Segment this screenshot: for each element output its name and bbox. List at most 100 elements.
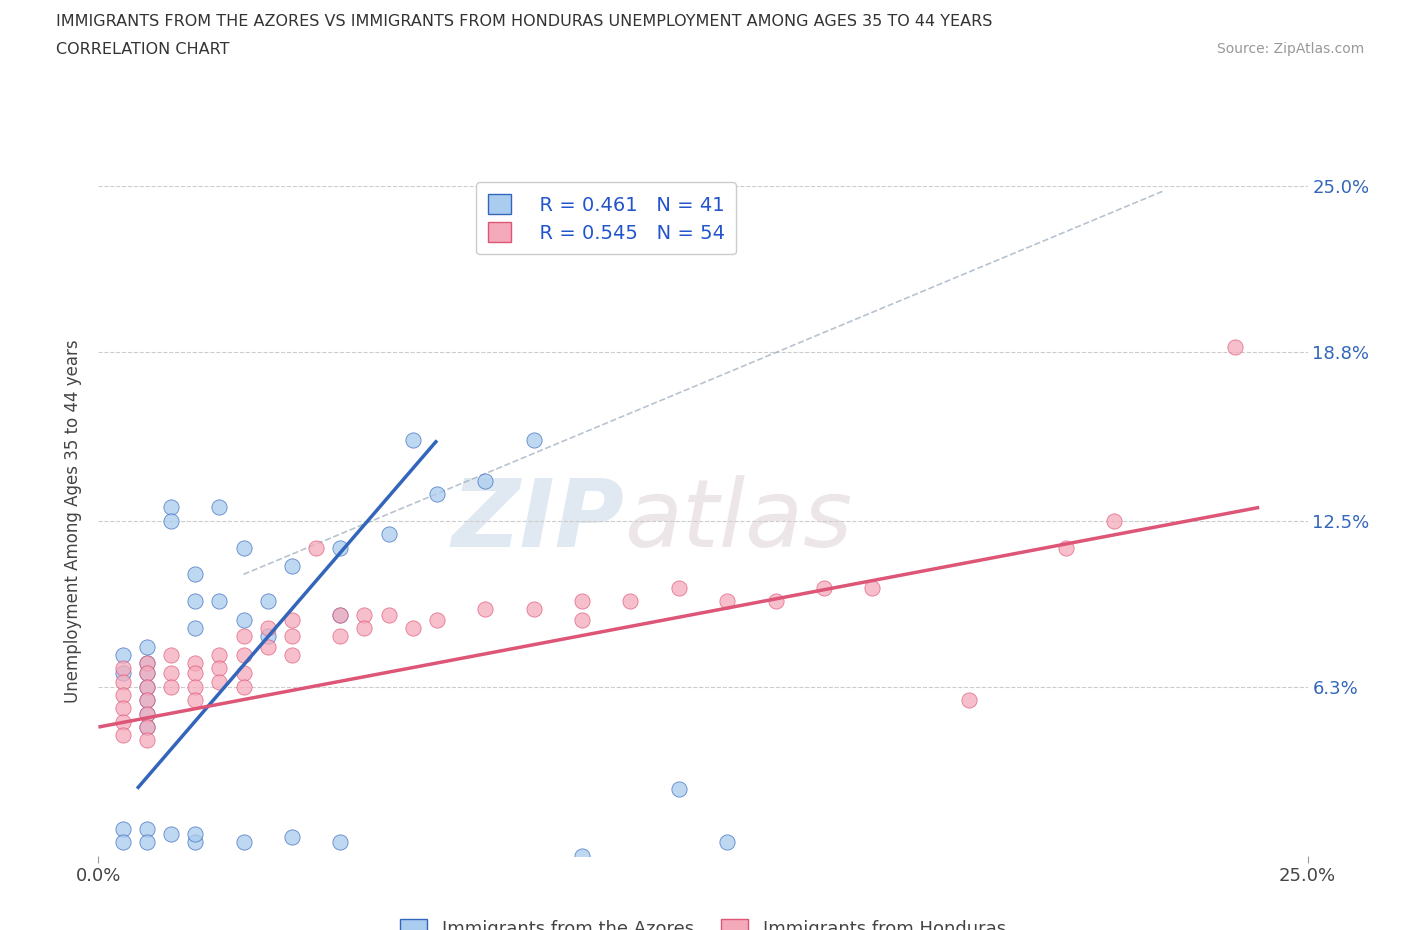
- Point: [716, 593, 738, 608]
- Point: [135, 706, 157, 721]
- Point: [377, 526, 399, 541]
- Text: CORRELATION CHART: CORRELATION CHART: [56, 42, 229, 57]
- Text: ZIP: ZIP: [451, 475, 624, 566]
- Point: [329, 629, 352, 644]
- Point: [281, 830, 304, 844]
- Point: [256, 620, 278, 635]
- Point: [232, 666, 254, 681]
- Point: [111, 660, 134, 675]
- Point: [402, 620, 425, 635]
- Point: [402, 433, 425, 448]
- Point: [135, 656, 157, 671]
- Point: [426, 613, 449, 628]
- Point: [135, 656, 157, 671]
- Point: [377, 607, 399, 622]
- Point: [135, 706, 157, 721]
- Point: [957, 693, 980, 708]
- Point: [329, 835, 352, 850]
- Text: Source: ZipAtlas.com: Source: ZipAtlas.com: [1216, 42, 1364, 56]
- Point: [571, 613, 593, 628]
- Point: [135, 666, 157, 681]
- Text: IMMIGRANTS FROM THE AZORES VS IMMIGRANTS FROM HONDURAS UNEMPLOYMENT AMONG AGES 3: IMMIGRANTS FROM THE AZORES VS IMMIGRANTS…: [56, 14, 993, 29]
- Point: [208, 500, 231, 515]
- Point: [208, 647, 231, 662]
- Legend: Immigrants from the Azores, Immigrants from Honduras: Immigrants from the Azores, Immigrants f…: [394, 911, 1012, 930]
- Point: [160, 827, 183, 842]
- Point: [111, 687, 134, 702]
- Point: [135, 693, 157, 708]
- Point: [184, 593, 207, 608]
- Point: [232, 835, 254, 850]
- Point: [232, 613, 254, 628]
- Point: [474, 473, 496, 488]
- Point: [523, 602, 546, 617]
- Point: [1054, 540, 1077, 555]
- Point: [813, 580, 835, 595]
- Point: [184, 666, 207, 681]
- Point: [111, 714, 134, 729]
- Point: [135, 680, 157, 695]
- Point: [111, 666, 134, 681]
- Point: [111, 821, 134, 836]
- Point: [111, 835, 134, 850]
- Point: [135, 639, 157, 654]
- Point: [184, 680, 207, 695]
- Point: [668, 781, 690, 796]
- Point: [232, 629, 254, 644]
- Point: [281, 559, 304, 574]
- Point: [523, 433, 546, 448]
- Point: [716, 835, 738, 850]
- Point: [184, 567, 207, 582]
- Point: [135, 733, 157, 748]
- Point: [135, 693, 157, 708]
- Point: [184, 656, 207, 671]
- Point: [184, 620, 207, 635]
- Point: [232, 680, 254, 695]
- Point: [111, 701, 134, 716]
- Point: [474, 602, 496, 617]
- Point: [232, 540, 254, 555]
- Point: [208, 593, 231, 608]
- Point: [329, 607, 352, 622]
- Point: [184, 693, 207, 708]
- Point: [571, 848, 593, 863]
- Point: [135, 666, 157, 681]
- Point: [135, 680, 157, 695]
- Point: [1102, 513, 1125, 528]
- Point: [111, 674, 134, 689]
- Point: [256, 593, 278, 608]
- Point: [668, 580, 690, 595]
- Point: [353, 620, 375, 635]
- Point: [571, 593, 593, 608]
- Point: [135, 835, 157, 850]
- Point: [184, 827, 207, 842]
- Point: [281, 613, 304, 628]
- Point: [256, 629, 278, 644]
- Text: atlas: atlas: [624, 475, 852, 566]
- Point: [208, 674, 231, 689]
- Point: [135, 720, 157, 735]
- Point: [353, 607, 375, 622]
- Point: [111, 727, 134, 742]
- Point: [160, 680, 183, 695]
- Point: [135, 821, 157, 836]
- Point: [184, 835, 207, 850]
- Point: [860, 580, 883, 595]
- Point: [160, 647, 183, 662]
- Point: [160, 666, 183, 681]
- Point: [160, 513, 183, 528]
- Point: [1223, 339, 1246, 354]
- Point: [111, 647, 134, 662]
- Point: [765, 593, 787, 608]
- Point: [160, 500, 183, 515]
- Point: [232, 647, 254, 662]
- Point: [426, 486, 449, 501]
- Point: [619, 593, 641, 608]
- Point: [305, 540, 328, 555]
- Y-axis label: Unemployment Among Ages 35 to 44 years: Unemployment Among Ages 35 to 44 years: [65, 339, 83, 702]
- Point: [281, 629, 304, 644]
- Point: [208, 660, 231, 675]
- Point: [329, 540, 352, 555]
- Point: [256, 639, 278, 654]
- Point: [281, 647, 304, 662]
